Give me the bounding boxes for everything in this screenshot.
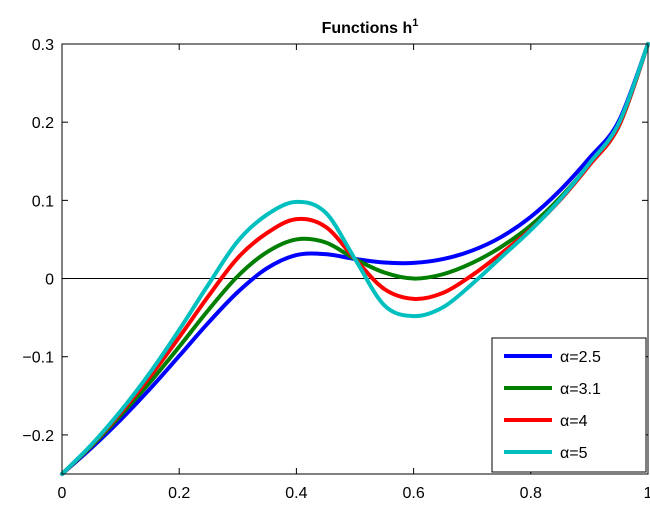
plot-area: 0 0.2 0.4 0.6 0.8 1 −0.2 −0.1 0 0.1 0.2 0.3 (22, 37, 650, 502)
axes-box (61, 43, 649, 475)
legend-label: α=2.5 (560, 349, 601, 366)
legend-label: α=4 (560, 413, 588, 430)
legend-label: α=3.1 (560, 381, 601, 398)
legend: α=2.5 α=3.1 α=4 α=5 (491, 337, 647, 473)
x-tick-label: 0.2 (168, 485, 190, 502)
chart-title: Functions h1 (322, 17, 419, 37)
y-tick-label: 0.2 (32, 115, 54, 132)
y-tick-label: −0.2 (22, 428, 54, 445)
x-tick-label: 0.8 (520, 485, 542, 502)
legend-label: α=5 (560, 445, 588, 462)
y-tick-label: 0.1 (32, 193, 54, 210)
chart-title-superscript: 1 (412, 17, 418, 29)
chart-title-main: Functions h (322, 20, 413, 37)
series-line-4 (60, 42, 650, 476)
y-tick-label: 0.3 (32, 37, 54, 54)
y-tick-label: −0.1 (22, 350, 54, 367)
legend-box (491, 337, 647, 473)
x-tick-label: 0.6 (402, 485, 424, 502)
y-tick-label: 0 (45, 272, 54, 289)
x-tick-label: 0 (58, 485, 67, 502)
x-tick-label: 0.4 (285, 485, 307, 502)
x-tick-label: 1 (644, 485, 650, 502)
